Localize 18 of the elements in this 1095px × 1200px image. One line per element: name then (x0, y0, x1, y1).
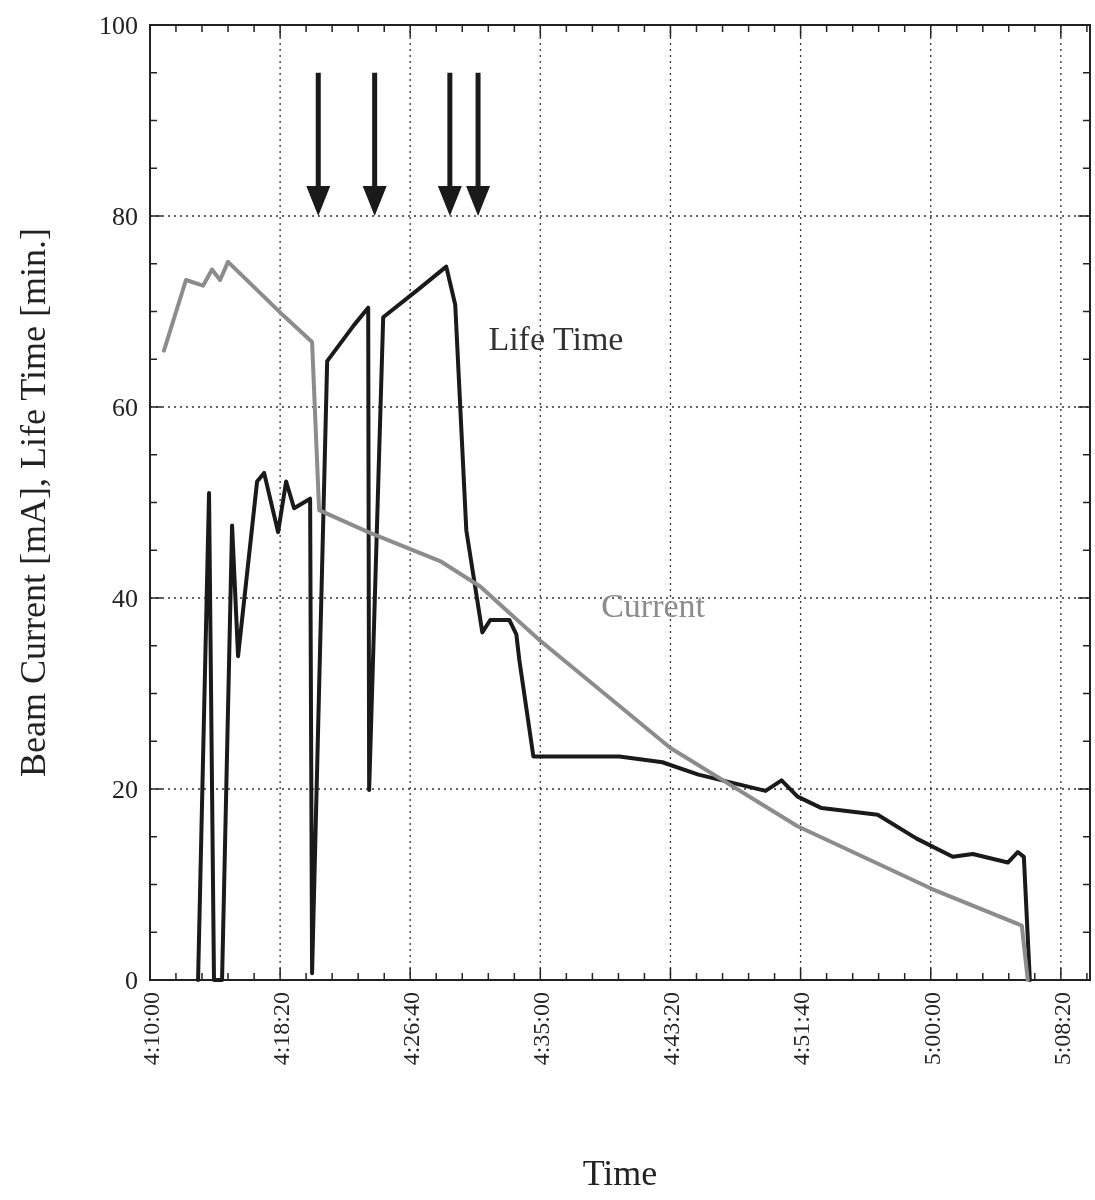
x-tick-label: 4:26:40 (398, 992, 425, 1066)
y-axis-title: Beam Current [mA], Life Time [min.] (13, 228, 53, 777)
y-tick-label: 20 (112, 774, 138, 804)
y-tick-label: 0 (125, 965, 138, 995)
y-tick-label: 60 (112, 392, 138, 422)
y-tick-label: 100 (99, 10, 138, 40)
series-label: Current (601, 587, 706, 625)
x-tick-label: 5:08:20 (1048, 992, 1075, 1066)
x-tick-label: 4:35:00 (528, 992, 555, 1066)
x-tick-label: 5:00:00 (918, 992, 945, 1066)
x-tick-label: 4:43:20 (658, 992, 685, 1066)
x-tick-label: 4:51:40 (788, 992, 815, 1066)
x-tick-label: 4:10:00 (137, 992, 164, 1066)
x-tick-label: 4:18:20 (268, 992, 295, 1066)
series-label: Life Time (488, 319, 624, 357)
y-tick-label: 40 (112, 583, 138, 613)
y-tick-label: 80 (112, 201, 138, 231)
x-axis-title: Time (582, 1153, 658, 1193)
